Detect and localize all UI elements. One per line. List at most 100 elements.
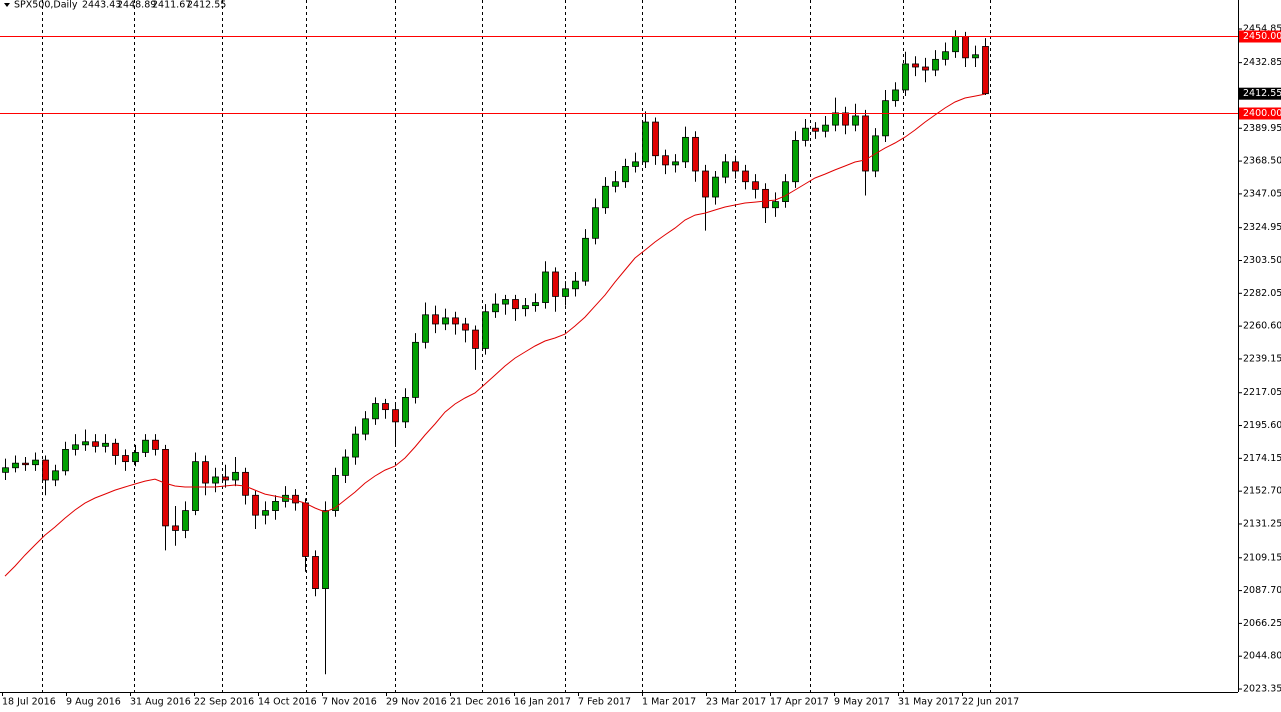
candle-body	[102, 442, 109, 447]
x-tick-label: 9 Aug 2016	[66, 697, 121, 708]
candle-body	[732, 161, 739, 172]
candle-body	[62, 449, 69, 472]
header-icon	[4, 3, 10, 7]
y-tick-label: 2066.25	[1243, 618, 1281, 629]
candle-body	[962, 36, 969, 59]
candle-body	[322, 510, 329, 589]
candle-body	[52, 470, 59, 481]
candle-body	[262, 510, 269, 516]
candle-body	[562, 288, 569, 297]
candle-body	[352, 433, 359, 458]
y-tick-label: 2217.05	[1243, 387, 1281, 398]
x-tick-label: 22 Sep 2016	[194, 697, 254, 708]
candle-body	[662, 155, 669, 166]
candle-body	[712, 176, 719, 198]
y-tick-label: 2023.35	[1243, 684, 1281, 695]
candle-body	[852, 115, 859, 126]
axes: 2454.85 2432.85 2389.95 2368.50 2347.05 2324.…	[2, 23, 1281, 708]
candle-body	[152, 439, 159, 450]
candle-body	[512, 299, 519, 310]
candle-body	[432, 314, 439, 325]
candle-body	[132, 452, 139, 463]
price-label-box	[1239, 87, 1281, 100]
candle-body	[2, 467, 9, 473]
candle-body	[32, 459, 39, 466]
candle-body	[332, 475, 339, 511]
x-tick-label: 23 Mar 2017	[706, 697, 766, 708]
level-label-box	[1239, 107, 1281, 120]
candle-body	[702, 170, 709, 198]
y-tick-label: 2044.80	[1243, 651, 1281, 662]
candle-body	[542, 271, 549, 303]
symbol: SPX500,Daily	[14, 0, 78, 11]
candle-body	[942, 51, 949, 60]
plot	[0, 30, 1238, 675]
x-tick-label: 1 Mar 2017	[642, 697, 696, 708]
y-tick-label: 2131.25	[1243, 518, 1281, 529]
candle-body	[392, 409, 399, 423]
x-tick-label: 29 Nov 2016	[386, 697, 447, 708]
y-tick-label: 2389.95	[1243, 123, 1281, 134]
y-tick-label: 2347.05	[1243, 188, 1281, 199]
high-value: 2448.89	[117, 0, 156, 11]
candle-body	[892, 89, 899, 102]
candle-body	[112, 442, 119, 456]
y-tick-label: 2454.85	[1243, 23, 1281, 34]
candle-body	[472, 329, 479, 349]
candle-body	[412, 341, 419, 398]
candle-body	[122, 455, 129, 463]
y-tick-label: 2174.15	[1243, 453, 1281, 464]
y-tick-label: 2303.50	[1243, 255, 1281, 266]
candle-body	[742, 170, 749, 183]
candle-body	[422, 314, 429, 343]
candle-body	[572, 280, 579, 290]
candle-body	[622, 166, 629, 183]
candle-body	[792, 140, 799, 183]
x-tick-label: 7 Feb 2017	[578, 697, 631, 708]
x-tick-label: 16 Jan 2017	[514, 697, 571, 708]
low-value: 2411.67	[152, 0, 191, 11]
level-label: 2400.00	[1243, 108, 1281, 119]
price-label: 2412.55	[1243, 88, 1281, 99]
candle-body	[232, 471, 239, 481]
header: SPX500,Daily 2443.43 2448.89 2411.67 241…	[4, 0, 226, 11]
candle-body	[612, 181, 619, 187]
candle-body	[202, 461, 209, 484]
candle-body	[912, 63, 919, 68]
candle-body	[182, 510, 189, 531]
x-tick-label: 21 Dec 2016	[450, 697, 511, 708]
candle-body	[802, 127, 809, 141]
candle-body	[882, 100, 889, 137]
candle-body	[382, 403, 389, 411]
period-separators	[42, 0, 991, 692]
candle-body	[482, 311, 489, 349]
candle-body	[462, 323, 469, 331]
candle-body	[192, 461, 199, 511]
candle-body	[142, 439, 149, 453]
candle-body	[762, 188, 769, 209]
moving-average	[4, 93, 986, 577]
candle-body	[342, 456, 349, 476]
candle-body	[162, 449, 169, 527]
y-tick-label: 2239.15	[1243, 353, 1281, 364]
candle-body	[952, 36, 959, 53]
x-tick-label: 14 Oct 2016	[258, 697, 317, 708]
candle-body	[172, 525, 179, 531]
candle-body	[822, 124, 829, 132]
candle-body	[242, 471, 249, 496]
candle-body	[272, 501, 279, 511]
candle-body	[452, 317, 459, 325]
candle-body	[302, 502, 309, 557]
candle-body	[502, 299, 509, 305]
candle-body	[602, 185, 609, 209]
candle-body	[642, 121, 649, 163]
candle-body	[722, 161, 729, 178]
y-tick-label: 2260.60	[1243, 321, 1281, 332]
candle-body	[902, 63, 909, 91]
candle-body	[72, 444, 79, 450]
candle-body	[42, 459, 49, 481]
y-tick-label: 2282.05	[1243, 288, 1281, 299]
